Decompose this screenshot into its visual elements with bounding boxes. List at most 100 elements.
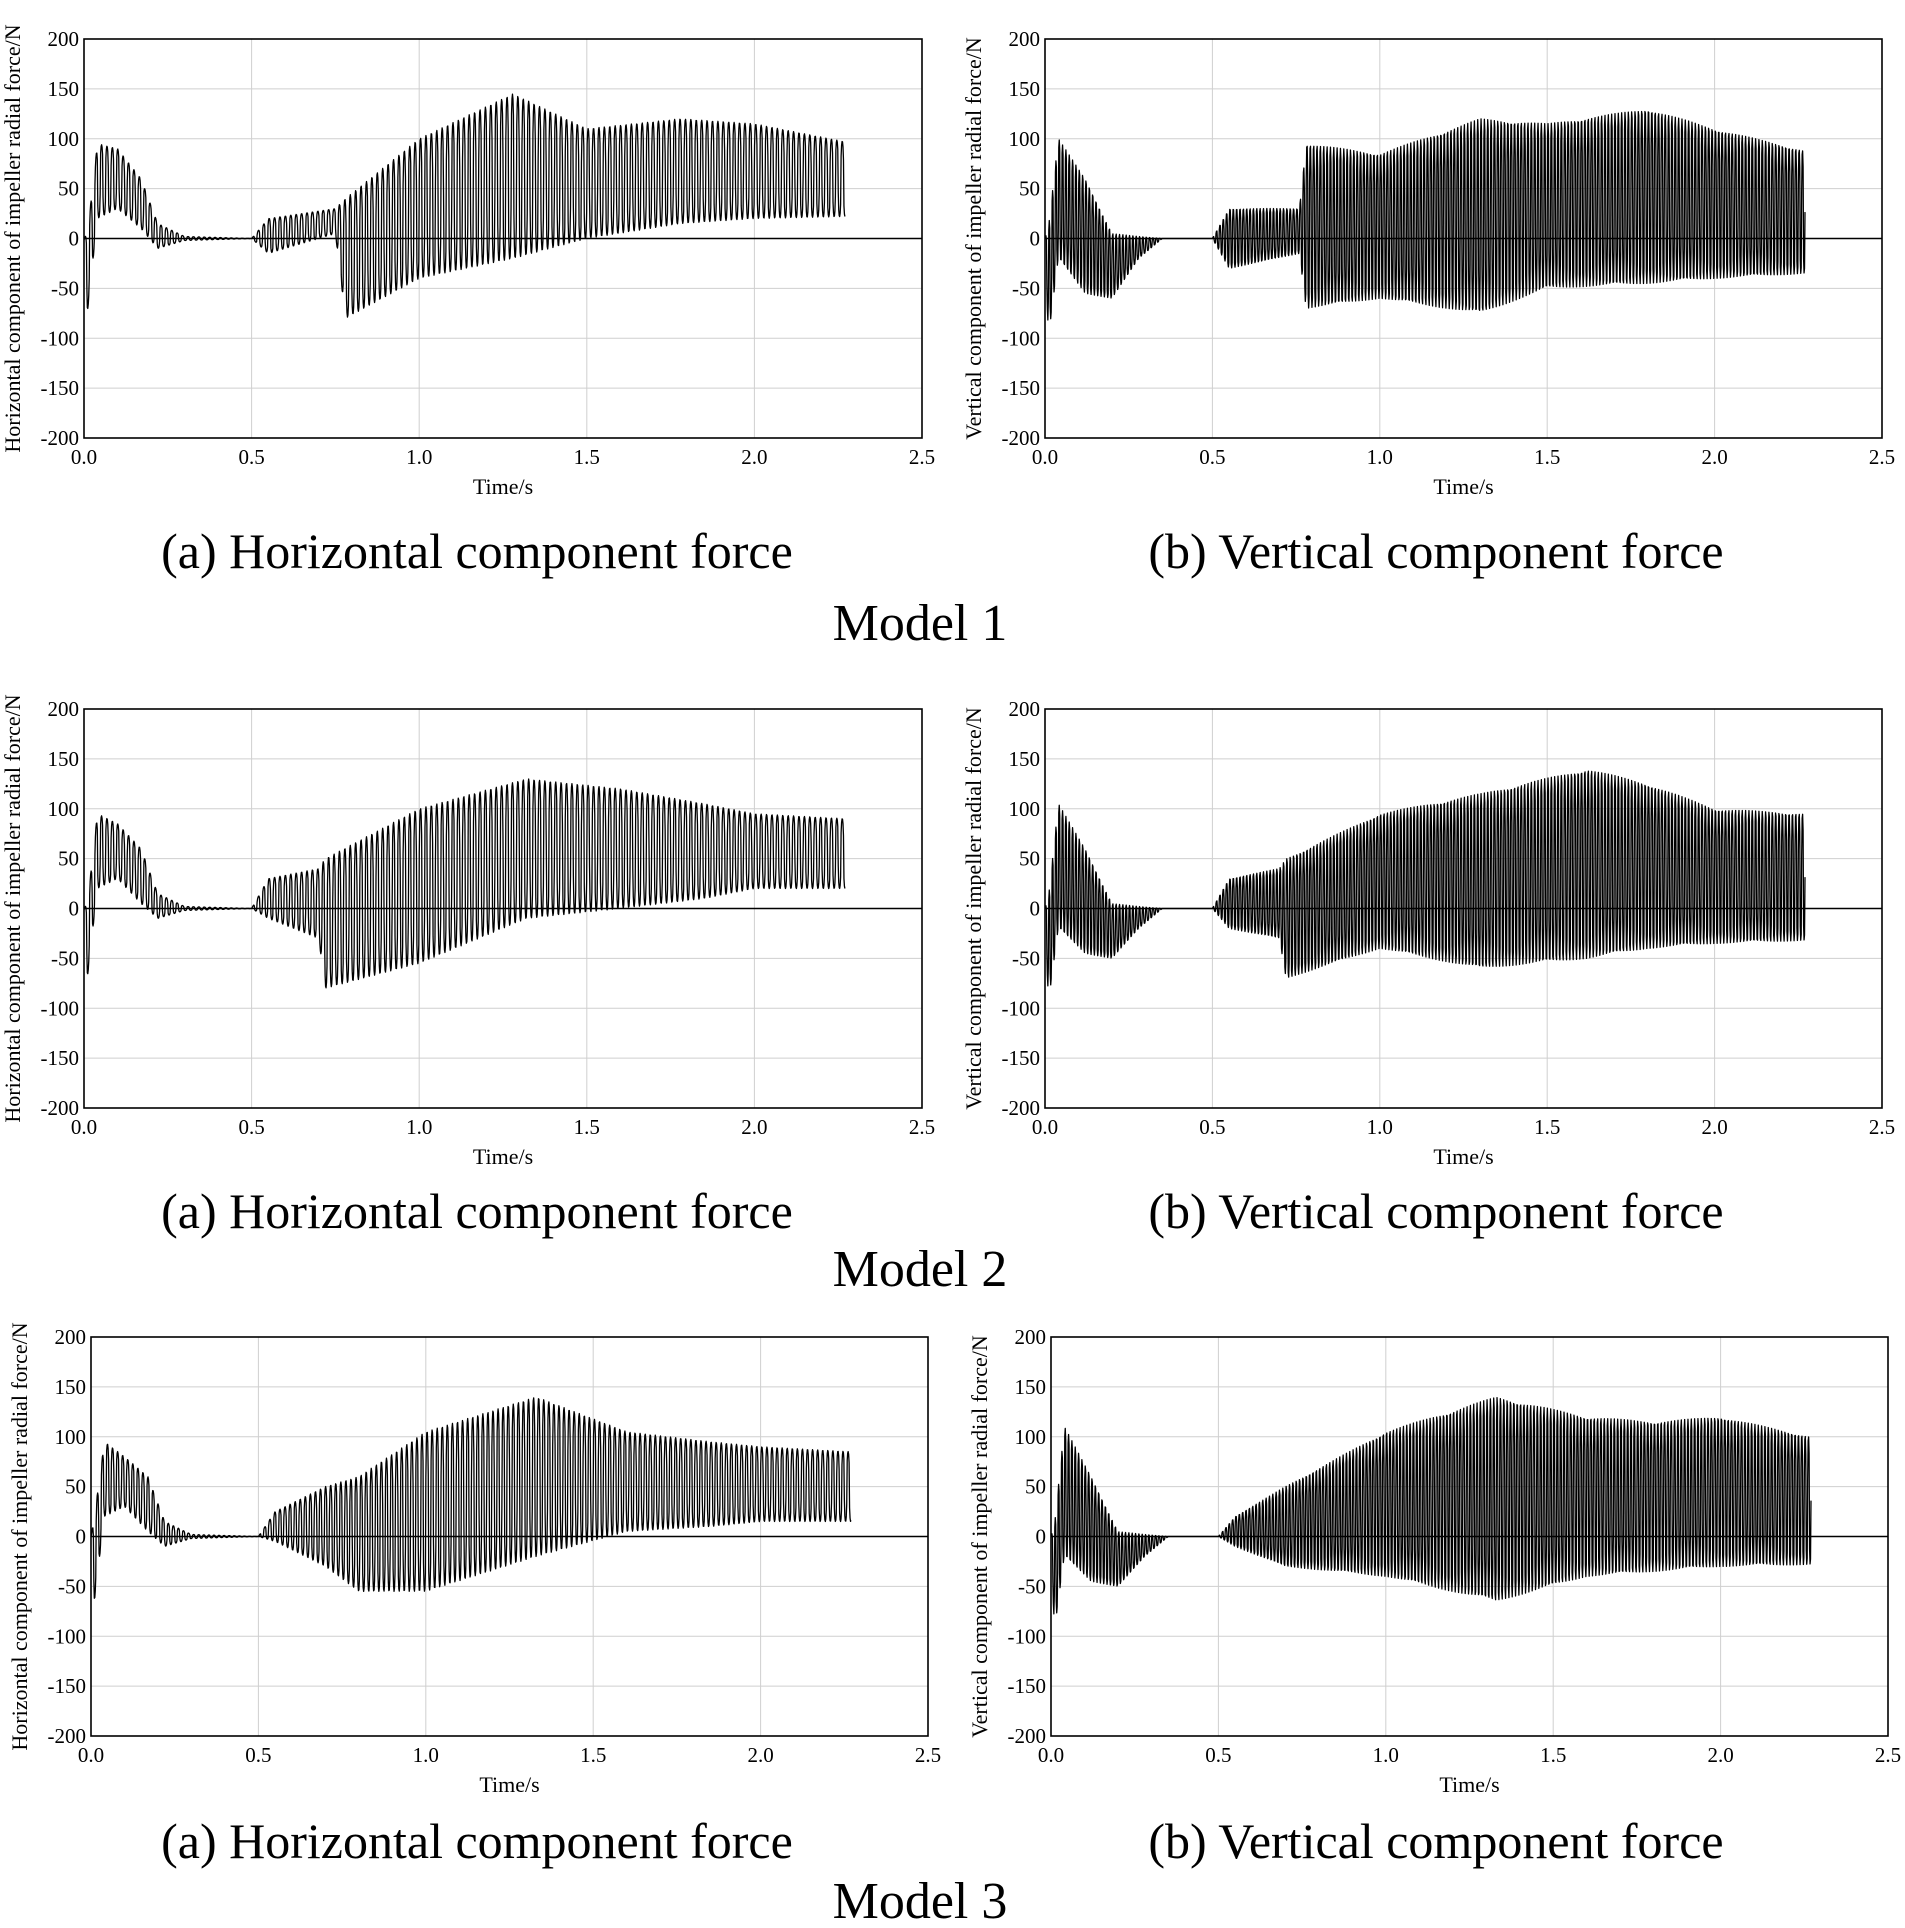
caption-model2-a: (a) Horizontal component force (161, 1183, 793, 1239)
y-tick-label: 200 (1015, 1325, 1047, 1349)
y-axis-label: Vertical component of impeller radial fo… (967, 1335, 992, 1738)
x-axis-label: Time/s (473, 474, 533, 499)
series-line (1050, 1396, 1812, 1615)
x-tick-label: 0.5 (245, 1743, 271, 1767)
x-tick-label: 0.0 (1032, 1115, 1058, 1139)
x-tick-label: 0.5 (1199, 1115, 1225, 1139)
x-tick-label: 0.0 (71, 445, 97, 469)
caption-model1-a: (a) Horizontal component force (161, 523, 793, 579)
y-tick-label: 150 (1009, 747, 1041, 771)
y-tick-label: -200 (1008, 1724, 1047, 1748)
x-tick-label: 0.5 (1199, 445, 1225, 469)
y-tick-label: -100 (41, 326, 80, 350)
y-tick-label: 50 (65, 1475, 86, 1499)
x-tick-label: 0.5 (1205, 1743, 1231, 1767)
caption-model3-b: (b) Vertical component force (1148, 1813, 1723, 1869)
y-tick-label: -50 (1012, 946, 1040, 970)
y-tick-label: -150 (1008, 1674, 1047, 1698)
plot-frame (1044, 38, 1883, 439)
plot-frame (1050, 1336, 1889, 1737)
x-tick-label: 2.5 (915, 1743, 941, 1767)
x-tick-label: 1.0 (1367, 445, 1393, 469)
y-tick-label: 100 (1009, 127, 1041, 151)
y-tick-label: 0 (76, 1525, 87, 1549)
x-tick-label: 1.0 (1367, 1115, 1393, 1139)
y-tick-label: 100 (1009, 797, 1041, 821)
model-3-title: Model 3 (833, 1873, 1008, 1928)
chart-panel-6: 0.0 0.5 1.0 1.5 2.0 2.5 200 150 100 50 0 -50 -100 -15… (967, 1325, 1901, 1797)
x-tick-label: 2.0 (1701, 1115, 1727, 1139)
y-axis-label: Horizontal component of impeller radial … (0, 24, 25, 452)
y-tick-label: -100 (1002, 326, 1041, 350)
y-tick-label: -200 (48, 1724, 87, 1748)
y-tick-label: -50 (58, 1574, 86, 1598)
plot-frame (90, 1336, 929, 1737)
x-tick-label: 1.0 (1373, 1743, 1399, 1767)
y-tick-label: -200 (1002, 426, 1041, 450)
y-tick-label: 100 (1015, 1425, 1047, 1449)
x-axis-label: Time/s (473, 1144, 533, 1169)
y-tick-label: 100 (55, 1425, 87, 1449)
y-tick-label: 0 (1036, 1525, 1047, 1549)
series-line (83, 778, 846, 989)
y-tick-label: -100 (1002, 996, 1041, 1020)
y-tick-label: 50 (1019, 177, 1040, 201)
x-tick-label: 1.5 (574, 1115, 600, 1139)
x-tick-label: 2.5 (909, 1115, 935, 1139)
y-axis-label: Horizontal component of impeller radial … (0, 694, 25, 1122)
x-tick-label: 2.5 (1869, 445, 1895, 469)
y-tick-label: -200 (41, 1096, 80, 1120)
x-tick-label: 2.5 (909, 445, 935, 469)
x-axis-label: Time/s (1433, 1144, 1493, 1169)
y-tick-label: -150 (1002, 1046, 1041, 1070)
x-axis-label: Time/s (1439, 1772, 1499, 1797)
y-tick-label: 0 (69, 897, 80, 921)
y-tick-label: -50 (1018, 1574, 1046, 1598)
x-tick-label: 1.5 (1540, 1743, 1566, 1767)
x-tick-label: 2.0 (1701, 445, 1727, 469)
model-2-title: Model 2 (833, 1241, 1008, 1298)
y-tick-label: -50 (1012, 276, 1040, 300)
y-tick-label: 50 (58, 177, 79, 201)
y-tick-label: -50 (51, 946, 79, 970)
panels-layer: 0.0 0.5 1.0 1.5 2.0 2.5 200 150 100 50 0 -50 -100 -15… (0, 24, 1901, 1797)
x-tick-label: 0.5 (238, 445, 264, 469)
y-tick-label: 150 (1015, 1375, 1047, 1399)
x-tick-label: 0.5 (238, 1115, 264, 1139)
caption-model3-a: (a) Horizontal component force (161, 1813, 793, 1869)
y-tick-label: 150 (1009, 77, 1041, 101)
y-axis-label: Vertical component of impeller radial fo… (961, 707, 986, 1110)
y-tick-label: 0 (69, 227, 80, 251)
y-tick-label: 50 (58, 847, 79, 871)
x-tick-label: 0.0 (71, 1115, 97, 1139)
y-tick-label: 100 (48, 797, 80, 821)
y-tick-label: 50 (1025, 1475, 1046, 1499)
x-tick-label: 2.0 (747, 1743, 773, 1767)
chart-panel-3: 0.0 0.5 1.0 1.5 2.0 2.5 200 150 100 50 0 -50 -100 -15… (0, 694, 935, 1169)
y-tick-label: 150 (48, 747, 80, 771)
y-tick-label: -200 (41, 426, 80, 450)
x-tick-label: 1.0 (406, 445, 432, 469)
x-tick-label: 2.0 (741, 1115, 767, 1139)
chart-panel-4: 0.0 0.5 1.0 1.5 2.0 2.5 200 150 100 50 0 -50 -100 -15… (961, 697, 1895, 1169)
y-tick-label: -200 (1002, 1096, 1041, 1120)
x-axis-label: Time/s (1433, 474, 1493, 499)
caption-model2-b: (b) Vertical component force (1148, 1183, 1723, 1239)
series-line (83, 93, 846, 318)
x-tick-label: 1.5 (574, 445, 600, 469)
y-tick-label: -150 (41, 1046, 80, 1070)
x-tick-label: 1.5 (580, 1743, 606, 1767)
x-tick-label: 1.0 (406, 1115, 432, 1139)
y-tick-label: 200 (48, 697, 80, 721)
y-tick-label: -150 (41, 376, 80, 400)
y-tick-label: 0 (1030, 227, 1041, 251)
x-tick-label: 2.5 (1875, 1743, 1901, 1767)
y-axis-label: Vertical component of impeller radial fo… (961, 37, 986, 440)
y-tick-label: -100 (48, 1624, 87, 1648)
x-tick-label: 1.5 (1534, 1115, 1560, 1139)
chart-panel-5: 0.0 0.5 1.0 1.5 2.0 2.5 200 150 100 50 0 -50 -100 -15… (7, 1322, 941, 1797)
y-tick-label: -100 (41, 996, 80, 1020)
plot-frame (83, 708, 923, 1109)
plot-frame (83, 38, 923, 439)
